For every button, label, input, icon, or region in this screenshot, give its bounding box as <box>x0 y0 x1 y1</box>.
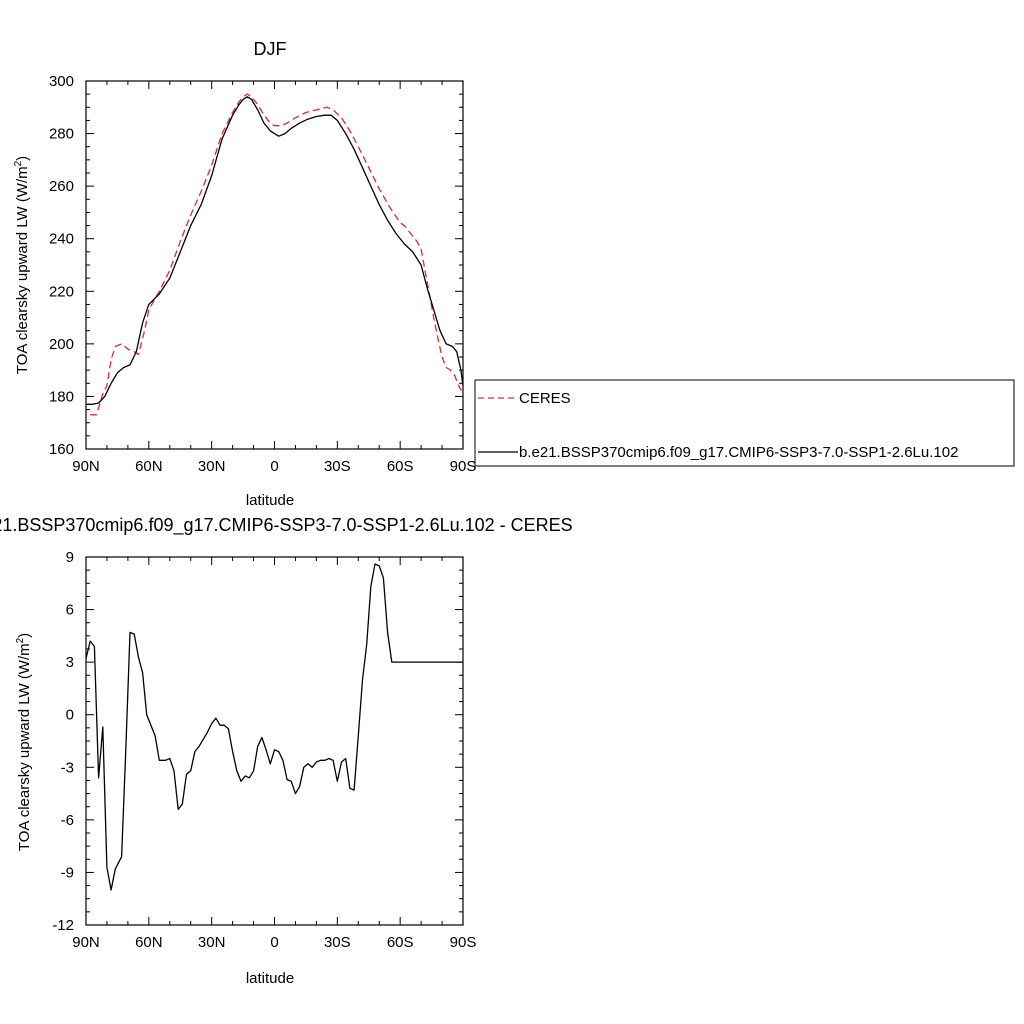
y-tick-label: 220 <box>49 283 74 300</box>
series-line-model <box>86 96 464 405</box>
x-tick-label: 0 <box>270 934 278 951</box>
y-tick-label: 3 <box>66 654 74 671</box>
legend-label-model: b.e21.BSSP370cmip6.f09_g17.CMIP6-SSP3-7.… <box>519 444 958 461</box>
x-tick-label: 30N <box>198 934 226 951</box>
x-tick-label: 60S <box>387 458 414 475</box>
y-tick-label: -3 <box>61 759 74 776</box>
x-tick-label: 90N <box>72 458 100 475</box>
plot-title: b.e21.BSSP370cmip6.f09_g17.CMIP6-SSP3-7.… <box>0 515 573 536</box>
axis-ticks: 90N 60N 30N 0 30S 60S 90S -12 -9 -6 -3 0 3 6 9 <box>52 549 476 951</box>
y-tick-label: 0 <box>66 707 74 724</box>
axis-ticks: 90N 60N 30N 0 30S 60S 90S 160 180 200 220 240 260 280… <box>49 73 476 475</box>
x-tick-label: 90S <box>450 458 477 475</box>
y-tick-label: 300 <box>49 73 74 90</box>
y-axis-label: TOA clearsky upward LW (W/m2) <box>13 156 31 374</box>
x-axis-label: latitude <box>246 970 294 987</box>
y-tick-label: 6 <box>66 602 74 619</box>
y-tick-label: -9 <box>61 864 74 881</box>
plot-frame <box>85 556 464 926</box>
x-tick-label: 60N <box>135 934 163 951</box>
y-tick-label: 280 <box>49 126 74 143</box>
y-tick-label: 180 <box>49 388 74 405</box>
x-tick-label: 0 <box>270 458 278 475</box>
series-lines <box>85 563 463 891</box>
y-tick-label: -12 <box>52 917 74 934</box>
series-line-ceres <box>90 93 464 416</box>
legend-label-ceres: CERES <box>519 390 571 407</box>
x-tick-label: 30S <box>324 458 351 475</box>
y-tick-label: 200 <box>49 336 74 353</box>
series-lines <box>86 93 464 416</box>
x-tick-label: 60N <box>135 458 163 475</box>
difference-plot: b.e21.BSSP370cmip6.f09_g17.CMIP6-SSP3-7.… <box>0 515 573 987</box>
plot-frame <box>85 80 464 450</box>
y-tick-label: -6 <box>61 812 74 829</box>
zonal-mean-plot: DJF 90N 60N 30N 0 30S 60S 90S 160 180 200 220 240 26… <box>13 39 476 509</box>
legend-box <box>474 379 1015 467</box>
y-axis-label: TOA clearsky upward LW (W/m2) <box>15 633 33 851</box>
series-line-model <box>85 563 463 891</box>
x-axis-label: latitude <box>246 492 294 509</box>
x-tick-label: 30N <box>198 458 226 475</box>
x-tick-label: 90N <box>72 934 100 951</box>
y-tick-label: 240 <box>49 231 74 248</box>
y-tick-label: 160 <box>49 441 74 458</box>
x-tick-label: 30S <box>324 934 351 951</box>
x-tick-label: 60S <box>387 934 414 951</box>
plot-title: DJF <box>254 39 287 59</box>
legend: CERES b.e21.BSSP370cmip6.f09_g17.CMIP6-S… <box>474 379 1015 467</box>
y-tick-label: 260 <box>49 178 74 195</box>
y-tick-label: 9 <box>66 549 74 566</box>
x-tick-label: 90S <box>450 934 477 951</box>
